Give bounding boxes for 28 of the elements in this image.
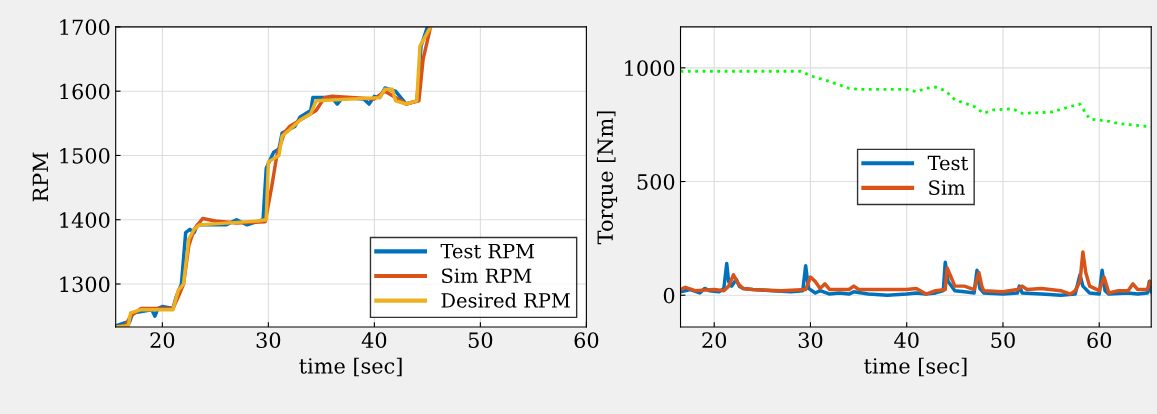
x-tick-label: 50 [468,332,493,349]
legend-label: Test [927,155,969,171]
legend-label: Test RPM [440,243,535,259]
x-tick-label: 20 [150,332,175,349]
y-tick-label: 1300 [60,276,110,293]
x-tick-label: 30 [256,332,281,349]
x-tick-label: 40 [361,332,387,349]
y-tick-label: 1600 [60,83,110,100]
y-tick-label: 1500 [60,147,110,164]
x-tick-label: 60 [574,332,599,349]
y-tick-label: 500 [637,173,675,190]
x-tick-label: 40 [894,332,919,349]
legend-label: Sim [929,180,966,195]
x-tick-label: 30 [798,332,823,349]
y-tick-label: 1700 [60,19,110,36]
y-tick-label: 0 [663,287,675,304]
line-series [680,250,1152,296]
x-tick-label: 60 [1087,332,1112,349]
y-axis-title: Torque [Nm] [596,111,618,245]
legend-label: Sim RPM [442,268,532,284]
x-axis-title: time [sec] [299,357,402,377]
legend-label: Desired RPM [441,292,570,308]
y-tick-label: 1400 [60,212,110,228]
x-tick-label: 20 [702,332,727,349]
y-axis-title: RPM [32,152,48,202]
y-tick-label: 1000 [625,60,675,77]
x-tick-label: 50 [991,332,1015,349]
x-axis-title: time [sec] [864,357,967,377]
